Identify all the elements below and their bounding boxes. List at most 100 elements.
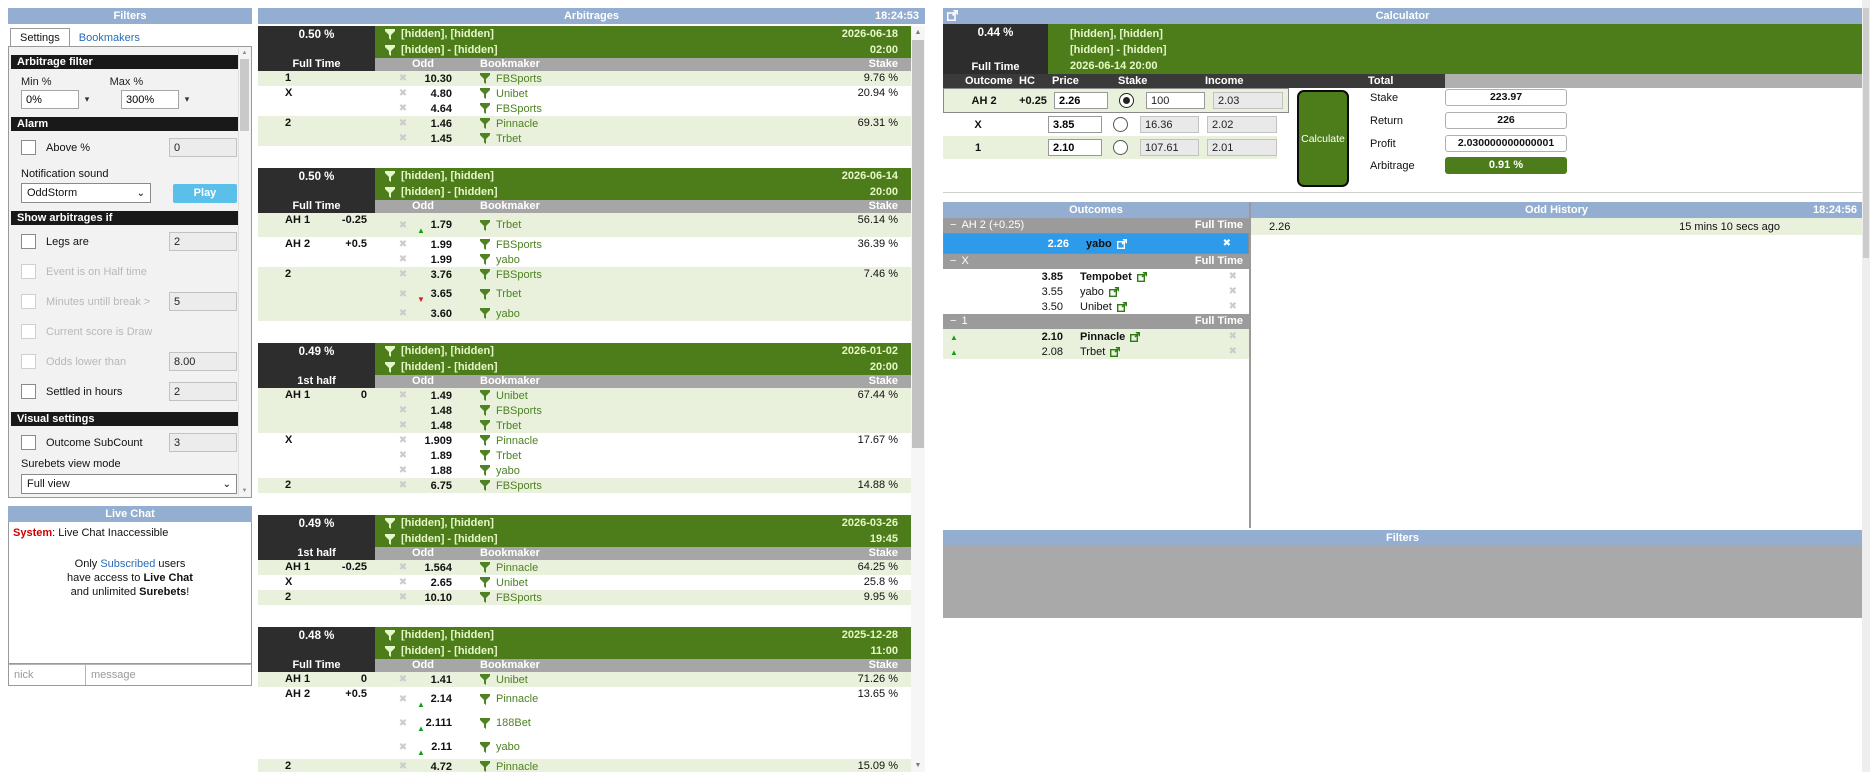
filter-funnel-icon[interactable] [480,435,490,446]
filter-funnel-icon[interactable] [385,345,395,357]
bookmaker-link[interactable]: FBSports [480,480,542,492]
scrollbar-thumb[interactable] [1863,8,1869,258]
bookmaker-link[interactable]: FBSports [480,73,542,85]
remove-odd-icon[interactable]: ✖ [398,562,408,573]
outcome-odd-row[interactable]: ▲ 2.08 Trbet ✖ [943,344,1249,359]
bookmaker-link[interactable]: yabo [1086,238,1127,250]
filter-funnel-icon[interactable] [385,645,395,657]
filter-funnel-icon[interactable] [480,577,490,588]
arbitrages-scrollbar[interactable]: ▲ ▼ [911,26,925,772]
remove-odd-icon[interactable]: ✖ [398,288,408,300]
filter-funnel-icon[interactable] [480,133,490,144]
condition-checkbox[interactable] [21,294,36,309]
bookmaker-link[interactable]: Unibet [1080,301,1127,313]
scroll-up-icon[interactable]: ▲ [241,50,248,56]
scroll-up-icon[interactable]: ▲ [914,29,922,36]
condition-checkbox[interactable] [21,324,36,339]
condition-checkbox[interactable] [21,234,36,249]
filter-funnel-icon[interactable] [480,480,490,491]
remove-odd-icon[interactable]: ✖ [398,239,408,250]
calculate-button[interactable]: Calculate [1297,90,1349,187]
filter-funnel-icon[interactable] [480,254,490,265]
collapse-icon[interactable]: − [950,219,957,231]
filter-funnel-icon[interactable] [385,533,395,545]
bookmaker-link[interactable]: yabo [480,465,520,477]
max-percent-input[interactable] [121,90,179,109]
remove-outcome-icon[interactable]: ✖ [1228,301,1237,312]
filter-funnel-icon[interactable] [480,288,490,300]
bookmaker-link[interactable]: Unibet [480,674,528,686]
filter-category-item[interactable] [943,598,1862,614]
filter-funnel-icon[interactable] [480,308,490,319]
bookmaker-link[interactable]: FBSports [480,592,542,604]
scrollbar-thumb[interactable] [912,40,924,448]
filter-funnel-icon[interactable] [480,219,490,231]
bookmaker-link[interactable]: Pinnacle [480,562,538,574]
above-percent-input[interactable] [169,138,237,157]
stake-input[interactable] [1140,139,1199,156]
notification-sound-select[interactable]: OddStorm ⌄ [21,183,151,203]
stake-input[interactable] [1140,116,1199,133]
outcome-odd-row[interactable]: ▲ 2.10 Pinnacle ✖ [943,329,1249,344]
outcome-odd-row[interactable]: 3.85 Tempobet ✖ [943,269,1249,284]
filter-funnel-icon[interactable] [385,170,395,182]
bookmaker-link[interactable]: Pinnacle [1080,331,1141,343]
remove-odd-icon[interactable]: ✖ [398,674,408,685]
remove-odd-icon[interactable]: ✖ [398,435,408,446]
filter-funnel-icon[interactable] [480,269,490,280]
bookmaker-link[interactable]: Pinnacle [480,435,538,447]
bookmaker-link[interactable]: yabo [480,308,520,320]
remove-odd-icon[interactable]: ✖ [398,420,408,431]
stake-input[interactable] [1146,92,1205,109]
filter-funnel-icon[interactable] [480,761,490,772]
remove-odd-icon[interactable]: ✖ [398,693,408,705]
bookmaker-link[interactable]: Unibet [480,577,528,589]
remove-odd-icon[interactable]: ✖ [398,577,408,588]
bookmaker-link[interactable]: Unibet [480,390,528,402]
fixed-stake-radio[interactable] [1119,93,1134,108]
bookmaker-link[interactable]: Pinnacle [480,761,538,772]
filter-funnel-icon[interactable] [480,405,490,416]
filter-funnel-icon[interactable] [480,693,490,705]
filter-category-item[interactable] [943,566,1862,582]
arbitrage-block[interactable]: 0.50 % Full Time [hidden], [hidden] 2026… [258,26,911,146]
collapse-icon[interactable]: − [950,255,957,267]
open-external-icon[interactable] [1108,286,1119,297]
outcome-group-header[interactable]: − 1 Full Time [943,314,1249,329]
bookmaker-link[interactable]: 188Bet [480,717,531,729]
condition-checkbox[interactable] [21,354,36,369]
remove-odd-icon[interactable]: ✖ [398,103,408,114]
bookmaker-link[interactable]: Trbet [480,288,521,300]
filter-funnel-icon[interactable] [480,239,490,250]
remove-odd-icon[interactable]: ✖ [398,118,408,129]
remove-odd-icon[interactable]: ✖ [398,741,408,753]
filter-funnel-icon[interactable] [480,562,490,573]
filter-funnel-icon[interactable] [385,186,395,198]
bookmaker-link[interactable]: yabo [480,741,520,753]
remove-odd-icon[interactable]: ✖ [398,717,408,729]
condition-checkbox[interactable] [21,384,36,399]
outcome-subcount-input[interactable] [169,433,237,452]
tab-settings[interactable]: Settings [10,28,70,47]
open-external-icon[interactable] [1110,346,1121,357]
remove-odd-icon[interactable]: ✖ [398,405,408,416]
price-input[interactable] [1048,139,1102,156]
condition-value-input[interactable] [169,292,237,311]
filter-funnel-icon[interactable] [480,592,490,603]
filter-funnel-icon[interactable] [480,103,490,114]
remove-odd-icon[interactable]: ✖ [398,761,408,772]
filter-funnel-icon[interactable] [480,118,490,129]
remove-odd-icon[interactable]: ✖ [398,73,408,84]
min-percent-dropdown-icon[interactable]: ▾ [84,94,90,104]
view-mode-select[interactable]: Full view ⌄ [21,474,237,494]
price-input[interactable] [1054,92,1108,109]
bookmaker-link[interactable]: Tempobet [1080,271,1147,283]
bookmaker-link[interactable]: FBSports [480,405,542,417]
arbitrage-block[interactable]: 0.49 % 1st half [hidden], [hidden] 2026-… [258,343,911,493]
outcome-group-header[interactable]: − X Full Time [943,254,1249,269]
condition-value-input[interactable] [169,232,237,251]
bookmaker-link[interactable]: Pinnacle [480,693,538,705]
remove-outcome-icon[interactable]: ✖ [1228,331,1237,342]
condition-value-input[interactable] [169,382,237,401]
bookmaker-link[interactable]: Trbet [1080,346,1121,358]
